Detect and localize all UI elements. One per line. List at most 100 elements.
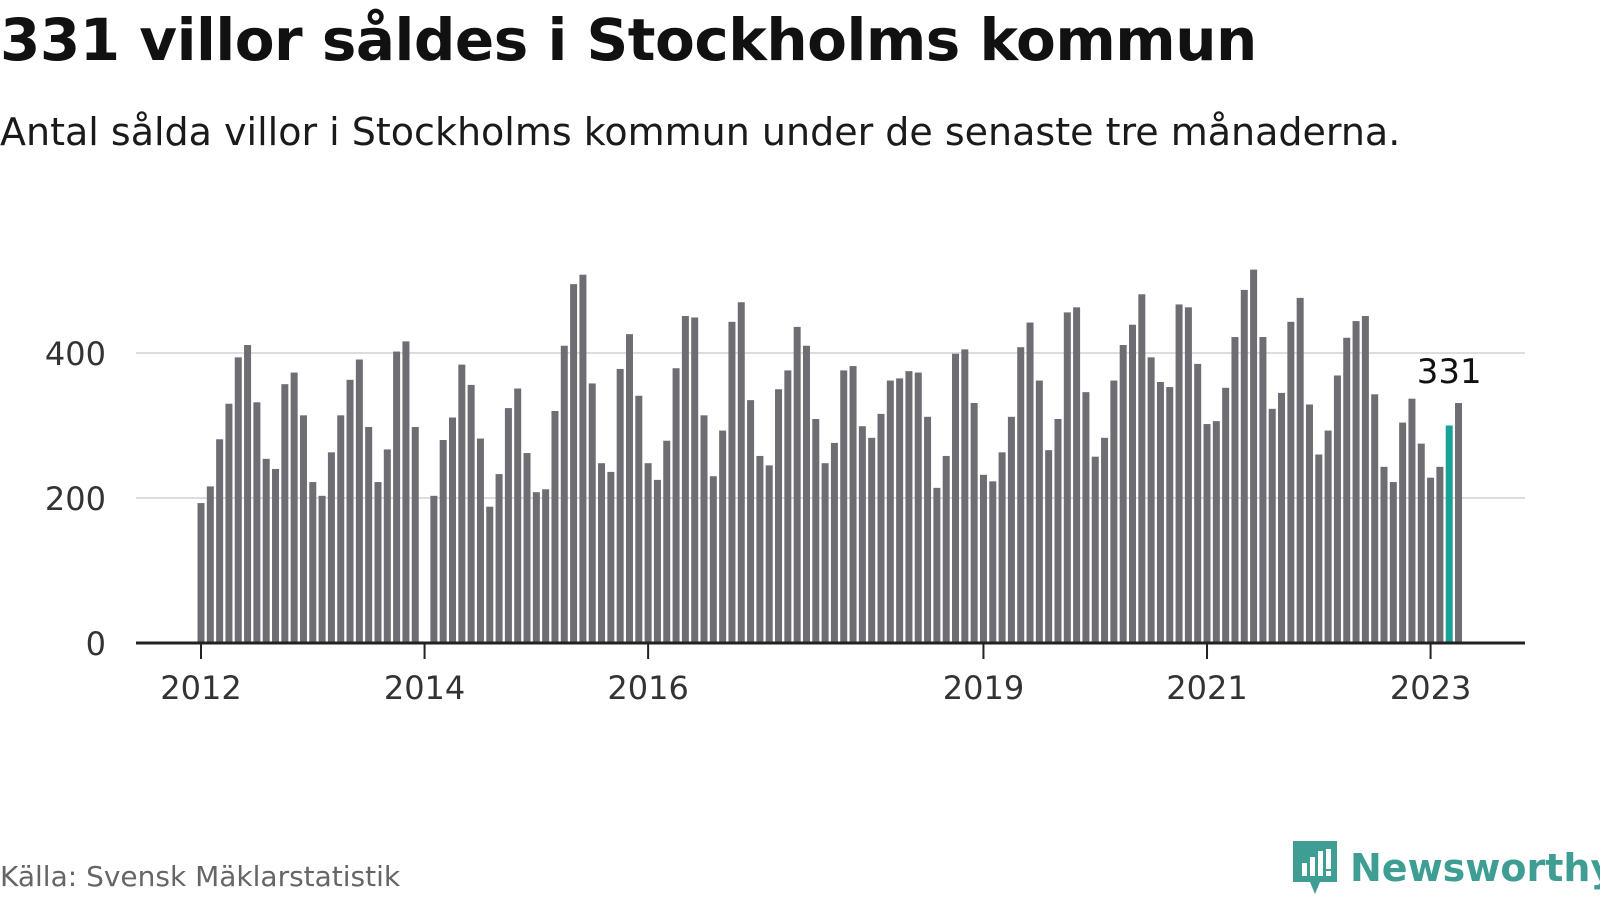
bar bbox=[1399, 422, 1407, 643]
bar bbox=[1045, 450, 1053, 643]
y-tick-label-0: 0 bbox=[86, 625, 106, 663]
bar bbox=[1156, 382, 1164, 643]
bar bbox=[430, 495, 438, 643]
bar bbox=[290, 372, 298, 643]
bar bbox=[1222, 387, 1230, 643]
bar bbox=[542, 489, 550, 643]
bar bbox=[1175, 304, 1183, 643]
bar bbox=[365, 426, 373, 643]
bar bbox=[225, 403, 233, 643]
bar bbox=[933, 487, 941, 643]
bar bbox=[998, 452, 1006, 643]
x-tick-label-2016: 2016 bbox=[607, 669, 688, 707]
bar bbox=[979, 474, 987, 643]
y-tick-label-400: 400 bbox=[45, 335, 106, 373]
bar bbox=[560, 345, 568, 643]
bar bbox=[1184, 307, 1192, 643]
bar bbox=[346, 379, 354, 643]
brand-name: Newsworthy bbox=[1350, 846, 1600, 890]
newsworthy-logo[interactable]: Newsworthy bbox=[1290, 838, 1600, 898]
bar bbox=[1296, 297, 1304, 643]
bar bbox=[244, 345, 252, 643]
bar bbox=[1343, 337, 1351, 643]
bar bbox=[858, 426, 866, 644]
bar bbox=[1268, 408, 1276, 643]
bar bbox=[1417, 443, 1425, 644]
bar bbox=[476, 438, 484, 643]
bar bbox=[281, 384, 289, 643]
bar bbox=[253, 402, 261, 643]
chart-title: 331 villor såldes i Stockholms kommun bbox=[0, 6, 1257, 74]
bar bbox=[197, 503, 205, 643]
bar bbox=[1371, 394, 1379, 643]
bar bbox=[737, 302, 745, 643]
bar bbox=[616, 368, 624, 643]
bar bbox=[495, 474, 503, 643]
bar bbox=[216, 439, 224, 643]
bar bbox=[681, 316, 689, 643]
bar bbox=[728, 321, 736, 643]
bar bbox=[486, 506, 494, 643]
bar bbox=[551, 411, 559, 643]
bar bbox=[1324, 430, 1332, 643]
bar bbox=[775, 389, 783, 643]
bar bbox=[1194, 363, 1202, 644]
bar bbox=[635, 395, 643, 643]
bar bbox=[840, 370, 848, 643]
bar bbox=[1352, 321, 1360, 643]
bar bbox=[653, 479, 661, 644]
bar bbox=[877, 413, 885, 643]
bar bbox=[1007, 416, 1015, 643]
bar bbox=[309, 482, 317, 643]
x-tick-label-2021: 2021 bbox=[1166, 669, 1247, 707]
bar bbox=[467, 384, 475, 643]
x-tick-label-2023: 2023 bbox=[1390, 669, 1471, 707]
labels: 0 200 400 2012 2014 2016 2019 2021 2023 331 bbox=[45, 335, 1482, 707]
bar bbox=[607, 471, 615, 643]
bar bbox=[1119, 345, 1127, 643]
bar bbox=[1408, 398, 1416, 643]
bar bbox=[821, 463, 829, 643]
bar bbox=[1166, 387, 1174, 643]
bar bbox=[691, 317, 699, 643]
bar bbox=[579, 274, 587, 643]
bar bbox=[747, 400, 755, 644]
bar bbox=[532, 492, 540, 643]
bar bbox=[812, 418, 820, 644]
bar bbox=[914, 372, 922, 643]
bar bbox=[1427, 477, 1435, 643]
bar bbox=[719, 430, 727, 643]
bar bbox=[374, 482, 382, 643]
bar bbox=[570, 284, 578, 644]
bar bbox=[1147, 357, 1155, 643]
bar bbox=[1315, 454, 1323, 643]
y-tick-label-200: 200 bbox=[45, 480, 106, 518]
bar bbox=[504, 408, 512, 643]
bar bbox=[1017, 347, 1025, 643]
highlight-value-label: 331 bbox=[1417, 352, 1482, 392]
bar bbox=[318, 495, 326, 643]
bar bbox=[1333, 375, 1341, 643]
bar bbox=[439, 440, 447, 643]
bar bbox=[1436, 466, 1444, 643]
bar bbox=[598, 463, 606, 643]
bar bbox=[644, 463, 652, 643]
bar bbox=[1091, 456, 1099, 643]
bar bbox=[1063, 312, 1071, 643]
bar bbox=[458, 364, 466, 643]
bar bbox=[1035, 380, 1043, 643]
bar bbox=[1240, 289, 1248, 643]
bars bbox=[197, 269, 1463, 644]
bar bbox=[523, 453, 531, 643]
bar bbox=[896, 378, 904, 644]
bar bbox=[299, 415, 307, 643]
bar bbox=[327, 452, 335, 643]
bar bbox=[784, 370, 792, 643]
bar bbox=[383, 449, 391, 643]
bar bbox=[588, 383, 596, 643]
bar bbox=[393, 351, 401, 643]
bar bbox=[1082, 392, 1090, 643]
bar-highlight bbox=[1445, 425, 1453, 643]
bar bbox=[1361, 316, 1369, 643]
bar bbox=[1380, 466, 1388, 643]
